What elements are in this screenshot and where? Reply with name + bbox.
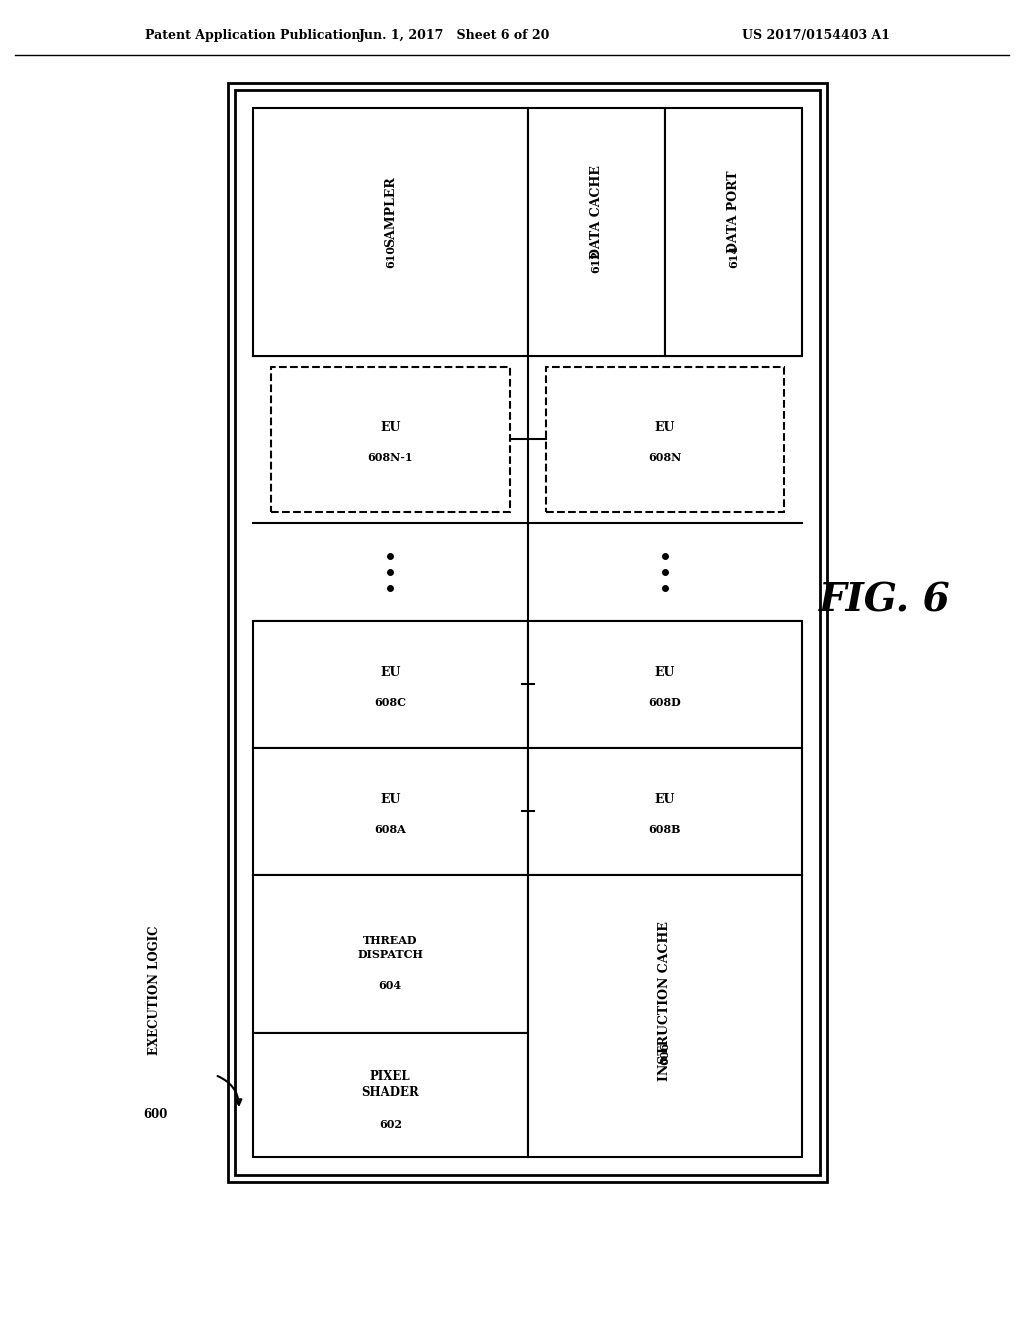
Bar <box>253 620 527 747</box>
Text: 600: 600 <box>142 1109 167 1122</box>
Text: 608N-1: 608N-1 <box>368 451 413 463</box>
Text: THREAD
DISPATCH: THREAD DISPATCH <box>357 936 423 960</box>
Bar <box>527 108 665 356</box>
Text: 602: 602 <box>379 1119 401 1130</box>
Text: EU: EU <box>654 665 675 678</box>
Text: 608C: 608C <box>374 697 407 708</box>
Bar <box>527 620 802 747</box>
Text: 612: 612 <box>591 251 602 273</box>
Bar <box>228 83 827 1181</box>
Bar <box>527 875 802 1158</box>
Text: DATA PORT: DATA PORT <box>727 170 740 253</box>
Bar <box>253 1032 527 1158</box>
Text: EU: EU <box>654 793 675 805</box>
Text: SAMPLER: SAMPLER <box>384 177 396 247</box>
Text: 614: 614 <box>728 246 739 268</box>
Text: US 2017/0154403 A1: US 2017/0154403 A1 <box>742 29 890 41</box>
Text: 608D: 608D <box>648 697 681 708</box>
Text: Jun. 1, 2017   Sheet 6 of 20: Jun. 1, 2017 Sheet 6 of 20 <box>359 29 551 41</box>
Text: EU: EU <box>380 665 400 678</box>
Text: 608B: 608B <box>648 824 681 834</box>
Bar <box>665 108 802 356</box>
Text: 610: 610 <box>385 246 395 268</box>
Text: 606: 606 <box>659 1043 671 1065</box>
Text: FIG. 6: FIG. 6 <box>819 581 951 619</box>
Text: EXECUTION LOGIC: EXECUTION LOGIC <box>148 925 162 1055</box>
Text: 608A: 608A <box>375 824 407 834</box>
Bar <box>271 367 510 512</box>
Bar <box>253 875 527 1032</box>
Bar <box>253 747 527 875</box>
Text: EU: EU <box>380 793 400 805</box>
Text: DATA CACHE: DATA CACHE <box>590 165 603 259</box>
Bar <box>527 747 802 875</box>
Text: 604: 604 <box>379 981 401 991</box>
Text: Patent Application Publication: Patent Application Publication <box>145 29 360 41</box>
Bar <box>546 367 784 512</box>
Bar <box>253 108 527 356</box>
Text: PIXEL
SHADER: PIXEL SHADER <box>361 1071 419 1100</box>
Text: INSTRUCTION CACHE: INSTRUCTION CACHE <box>658 921 672 1081</box>
Text: EU: EU <box>380 421 400 434</box>
Text: 608N: 608N <box>648 451 681 463</box>
Text: EU: EU <box>654 421 675 434</box>
Bar <box>234 90 820 1175</box>
